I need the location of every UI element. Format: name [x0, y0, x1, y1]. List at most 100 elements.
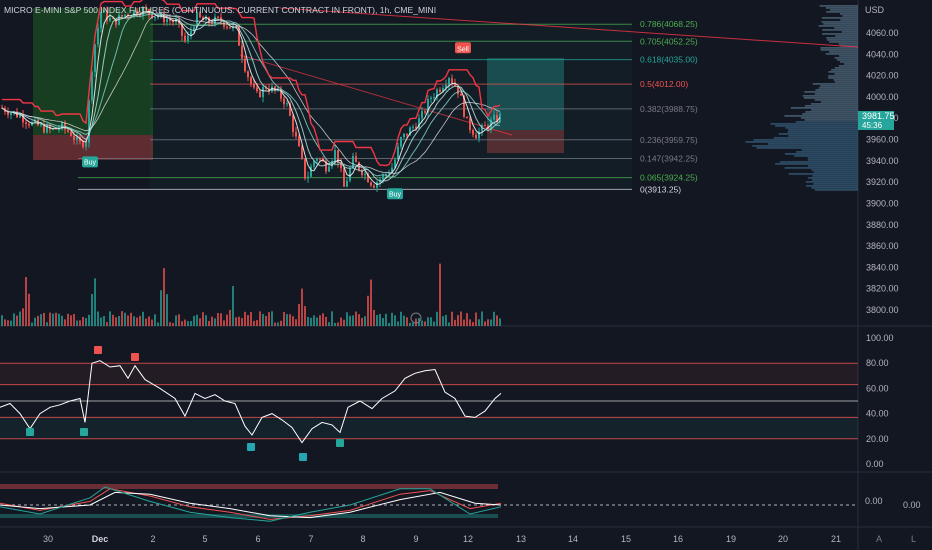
- volume-bar: [484, 321, 486, 326]
- volume-profile-row: [834, 27, 858, 29]
- volume-profile-row: [840, 19, 858, 21]
- candle-body: [154, 16, 156, 19]
- volume-profile-row: [814, 99, 858, 101]
- volume-bar: [400, 311, 402, 326]
- rsi-pane: [0, 346, 858, 461]
- rsi-tick-label: 20.00: [866, 434, 889, 444]
- volume-bar: [118, 315, 120, 326]
- candle-body: [22, 115, 24, 123]
- candle-body: [97, 28, 99, 45]
- volume-profile-row: [839, 55, 858, 57]
- auto-scale-button[interactable]: A: [876, 534, 882, 544]
- volume-profile-row: [805, 185, 858, 187]
- candle-body: [82, 141, 84, 147]
- volume-bar: [199, 318, 201, 326]
- volume-profile-row: [756, 147, 858, 149]
- supertrend-line: [2, 0, 501, 167]
- events-icon[interactable]: [410, 312, 422, 324]
- volume-profile-row: [814, 189, 858, 191]
- volume-bar: [76, 320, 78, 326]
- volume-bar: [223, 320, 225, 326]
- volume-bar: [55, 312, 57, 326]
- volume-bar: [271, 311, 273, 326]
- candle-body: [310, 166, 312, 177]
- volume-bar: [97, 311, 99, 326]
- volume-bar: [94, 278, 96, 326]
- volume-profile-row: [795, 121, 858, 123]
- trendline[interactable]: [239, 54, 513, 136]
- candle-body: [478, 131, 480, 139]
- oscillator-pane: [0, 484, 858, 522]
- candle-body: [370, 182, 372, 186]
- volume-profile-row: [821, 21, 858, 23]
- volume-profile-row: [800, 117, 858, 119]
- moving-average-line: [1, 11, 501, 182]
- candle-body: [268, 88, 270, 92]
- candle-body: [169, 19, 171, 21]
- price-tick-label: 3820.00: [866, 284, 899, 294]
- volume-bar: [145, 318, 147, 326]
- volume-bar: [67, 313, 69, 326]
- volume-bar: [19, 311, 21, 326]
- volume-bar: [397, 321, 399, 326]
- volume-bar: [79, 320, 81, 326]
- moving-average-line: [1, 13, 501, 178]
- volume-bar: [109, 311, 111, 326]
- osc-line: [0, 488, 502, 520]
- candle-body: [415, 126, 417, 129]
- volume-bar: [37, 315, 39, 326]
- volume-bar: [211, 316, 213, 326]
- volume-profile-row: [825, 53, 858, 55]
- candle-body: [250, 77, 252, 84]
- candle-body: [115, 18, 117, 25]
- volume-profile-row: [834, 73, 858, 75]
- volume-bar: [85, 318, 87, 326]
- candle-body: [85, 142, 87, 147]
- volume-bar: [16, 315, 18, 326]
- long-position-loss-zone[interactable]: [33, 135, 153, 160]
- volume-bar: [196, 314, 198, 326]
- candle-body: [55, 128, 57, 130]
- volume-profile-row: [807, 157, 858, 159]
- candle-body: [262, 87, 264, 98]
- volume-bar: [424, 321, 426, 326]
- volume-profile-row: [788, 173, 858, 175]
- volume-bar: [304, 306, 306, 326]
- long-position-profit-zone[interactable]: [33, 8, 153, 135]
- position-loss-zone[interactable]: [487, 130, 564, 153]
- volume-bar: [499, 318, 501, 326]
- time-tick-label: 21: [831, 534, 841, 544]
- volume-profile-row: [839, 61, 858, 63]
- rsi-tick-label: 80.00: [866, 358, 889, 368]
- volume-bar: [391, 312, 393, 326]
- volume-profile-row: [785, 127, 858, 129]
- volume-bar: [277, 322, 279, 326]
- log-scale-button[interactable]: L: [911, 534, 916, 544]
- fibonacci-retracement[interactable]: 0.786(4068.25) 0.705(4052.25) 0.618(4035.0…: [78, 19, 698, 194]
- trendline[interactable]: [279, 7, 859, 48]
- candle-body: [397, 146, 399, 160]
- candle-body: [301, 146, 303, 159]
- volume-bar: [370, 279, 372, 326]
- candle-body: [286, 103, 288, 105]
- volume-profile-row: [834, 81, 858, 83]
- rsi-axis[interactable]: 100.00 80.00 60.00 40.00 20.00 0.00: [866, 333, 894, 469]
- buy-signal-label: [82, 156, 98, 168]
- candle-body: [124, 14, 126, 17]
- volume-profile-row: [834, 57, 858, 59]
- volume-profile-row: [838, 65, 858, 67]
- volume-profile-row: [778, 133, 858, 135]
- volume-profile-row: [842, 15, 858, 17]
- volume-bar: [232, 285, 234, 326]
- volume-bar: [325, 316, 327, 326]
- volume-bar: [355, 311, 357, 326]
- candle-body: [334, 149, 336, 161]
- volume-bar: [31, 322, 33, 326]
- candle-body: [424, 111, 426, 113]
- time-axis[interactable]: 30 Dec 2 5 6 7 8 9 12 13 14 15 16 19 20 21: [43, 534, 841, 544]
- candle-body: [70, 131, 72, 136]
- price-axis[interactable]: 4060.004040.004020.004000.003980.003960.…: [866, 28, 899, 315]
- osc-line: [0, 486, 502, 522]
- volume-bar: [415, 318, 417, 326]
